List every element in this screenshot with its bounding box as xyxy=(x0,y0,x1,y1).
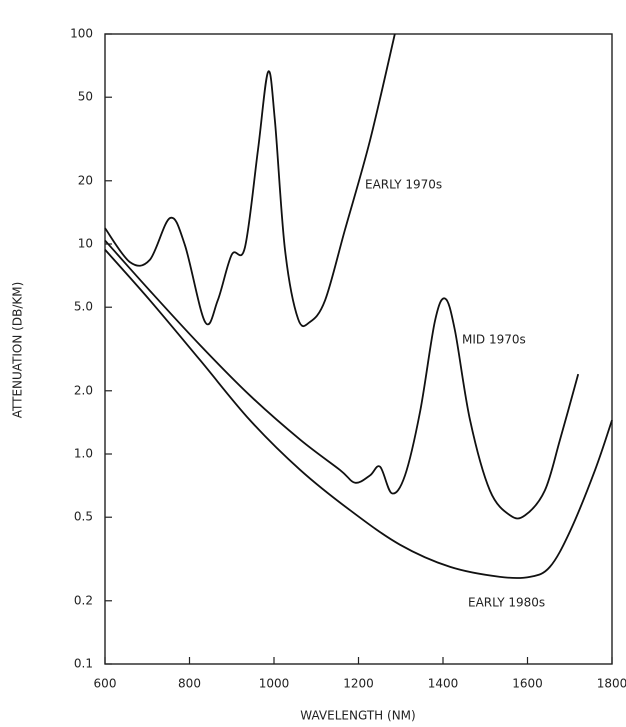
y-tick-label: 100 xyxy=(70,27,93,41)
x-tick-label: 1400 xyxy=(428,677,459,691)
y-axis-title: ATTENUATION (DB/KM) xyxy=(11,282,25,419)
x-tick-label: 1000 xyxy=(259,677,290,691)
y-tick-label: 5.0 xyxy=(74,300,93,314)
curve-label: EARLY 1970s xyxy=(365,178,442,192)
curve-label: EARLY 1980s xyxy=(468,596,545,610)
curve xyxy=(104,249,613,580)
x-tick-label: 800 xyxy=(178,677,201,691)
y-tick-label: 2.0 xyxy=(74,383,93,397)
y-tick-label: 0.1 xyxy=(74,657,93,671)
plot-frame xyxy=(104,33,613,665)
curve xyxy=(104,33,396,328)
y-tick-label: 1.0 xyxy=(74,447,93,461)
y-tick-label: 0.2 xyxy=(74,593,93,607)
x-tick-label: 600 xyxy=(94,677,117,691)
x-tick-label: 1200 xyxy=(343,677,374,691)
y-tick-label: 50 xyxy=(78,90,93,104)
x-tick-label: 1800 xyxy=(597,677,626,691)
y-tick-label: 10 xyxy=(78,237,93,251)
curve xyxy=(104,239,580,520)
curve-label: MID 1970s xyxy=(462,333,526,347)
y-tick-label: 0.5 xyxy=(74,510,93,524)
x-tick-label: 1600 xyxy=(512,677,543,691)
x-axis-title: WAVELENGTH (NM) xyxy=(300,709,415,723)
y-tick-label: 20 xyxy=(78,173,93,187)
